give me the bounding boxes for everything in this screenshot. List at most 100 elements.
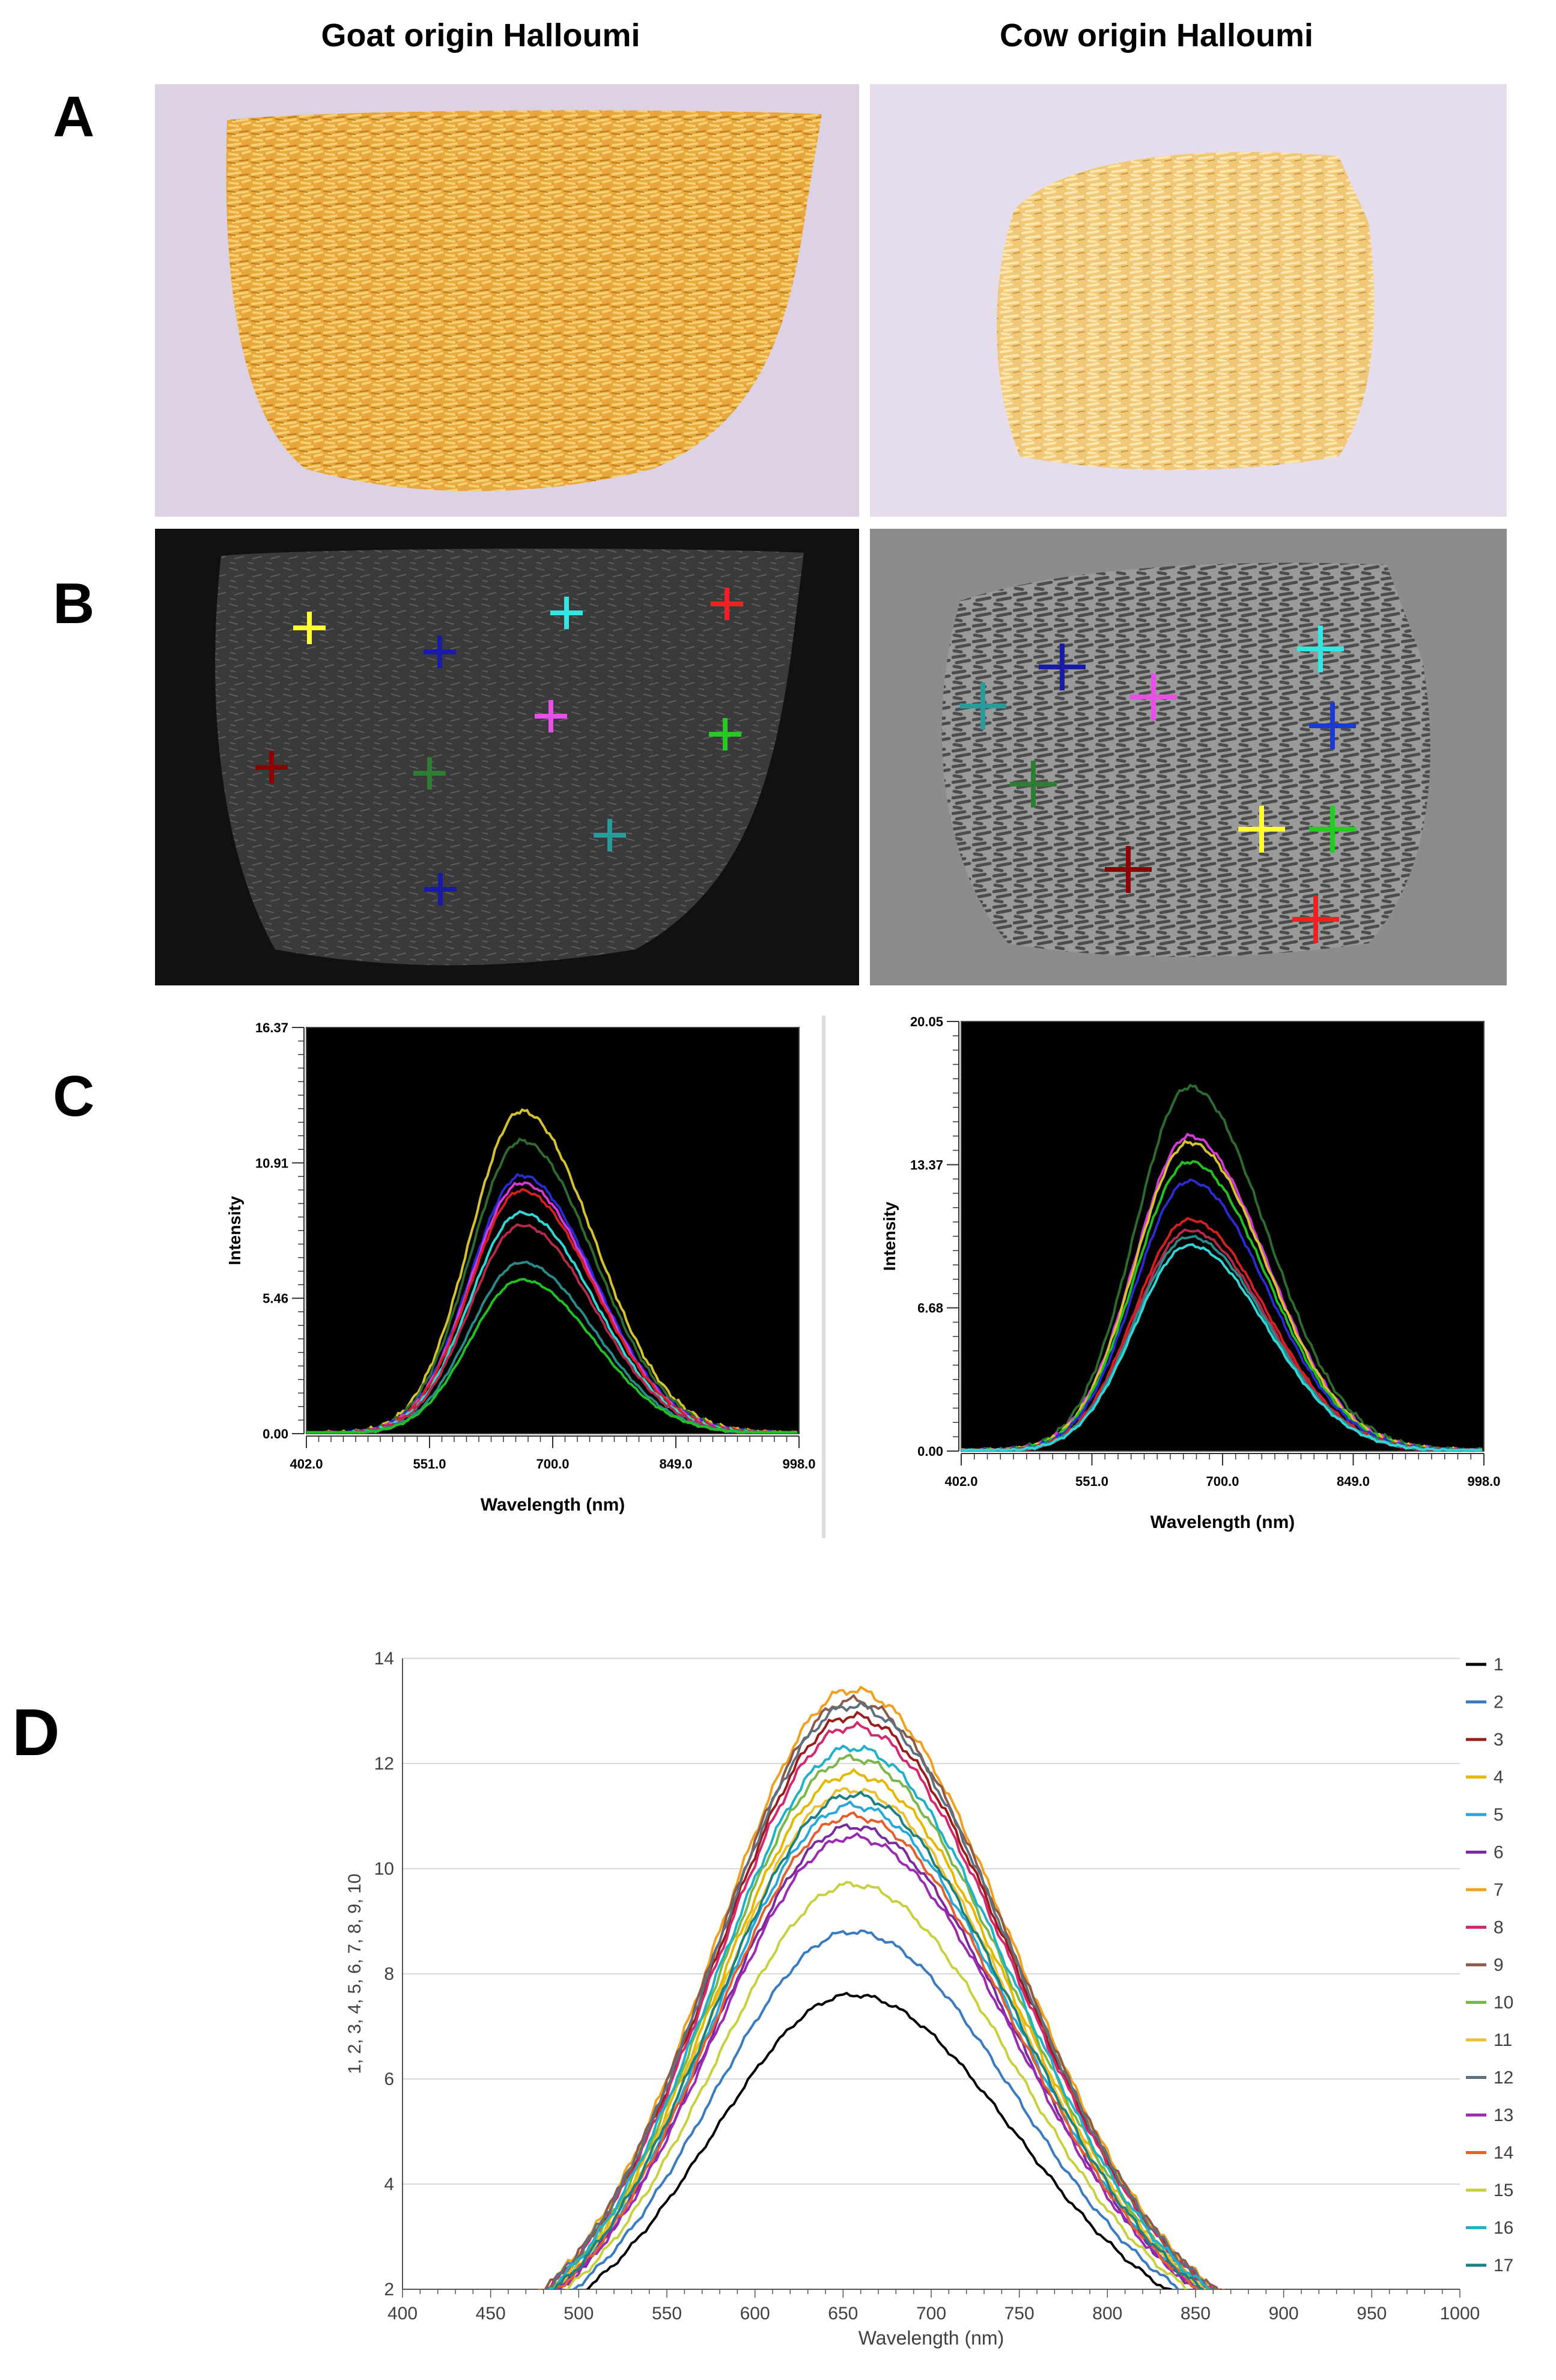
legend-label: 13 xyxy=(1494,2105,1513,2125)
roi-marker xyxy=(424,873,457,905)
x-tick-label: 551.0 xyxy=(1075,1474,1108,1489)
panel-label-a: A xyxy=(53,85,95,149)
x-axis-label: Wavelength (nm) xyxy=(1150,1512,1295,1532)
series-line-2 xyxy=(567,1929,1180,2289)
roi-marker xyxy=(1238,806,1285,853)
roi-marker xyxy=(1105,846,1152,893)
legend-label: 7 xyxy=(1494,1880,1504,1900)
roi-marker xyxy=(424,636,456,668)
series-line-11 xyxy=(556,1787,1208,2289)
roi-marker xyxy=(550,597,583,629)
panel-divider xyxy=(822,1015,825,1538)
series-line-14 xyxy=(553,1811,1207,2289)
legend-label: 17 xyxy=(1494,2256,1513,2275)
roi-marker xyxy=(535,700,567,732)
y-tick-label: 13.37 xyxy=(910,1157,943,1172)
roi-marker xyxy=(711,588,743,620)
series-line-3 xyxy=(547,1711,1221,2289)
x-tick-label: 850 xyxy=(1181,2304,1211,2324)
roi-marker xyxy=(255,751,288,784)
y-tick-label: 2 xyxy=(384,2280,394,2299)
legend-label: 8 xyxy=(1494,1918,1504,1938)
roi-marker xyxy=(1292,896,1339,943)
x-tick-label: 700.0 xyxy=(536,1456,569,1472)
legend-item: 8 xyxy=(1466,1918,1504,1938)
legend-label: 11 xyxy=(1494,2030,1512,2050)
series-line-1 xyxy=(585,1991,1173,2289)
y-tick-label: 10 xyxy=(374,1859,394,1879)
x-tick-label: 402.0 xyxy=(290,1456,323,1472)
cow-halloumi-photo xyxy=(870,84,1507,517)
series-line-16 xyxy=(547,1744,1210,2289)
legend-item: 12 xyxy=(1466,2068,1513,2088)
roi-marker xyxy=(1010,761,1057,808)
legend-item: 17 xyxy=(1466,2256,1513,2275)
roi-marker xyxy=(1039,644,1086,690)
legend-item: 11 xyxy=(1466,2030,1512,2050)
legend-label: 15 xyxy=(1494,2181,1513,2200)
x-tick-label: 849.0 xyxy=(659,1456,692,1472)
legend-item: 6 xyxy=(1466,1843,1504,1863)
legend-label: 3 xyxy=(1494,1730,1504,1750)
x-tick-label: 950 xyxy=(1357,2304,1387,2324)
roi-marker xyxy=(959,683,1006,729)
y-tick-label: 14 xyxy=(374,1649,394,1669)
legend-label: 14 xyxy=(1494,2143,1513,2163)
x-axis-label: Wavelength (nm) xyxy=(481,1495,625,1515)
y-axis-label: Intensity xyxy=(880,1202,899,1271)
roi-marker xyxy=(1130,674,1177,720)
x-tick-label: 550 xyxy=(652,2304,682,2324)
legend-item: 15 xyxy=(1466,2181,1513,2200)
series-line-cyan xyxy=(961,1243,1483,1452)
y-axis-label: Intensity xyxy=(225,1196,244,1265)
legend-label: 2 xyxy=(1494,1693,1504,1712)
plot-area xyxy=(961,1021,1485,1452)
legend-label: 5 xyxy=(1494,1805,1504,1825)
roi-marker xyxy=(413,757,446,790)
x-tick-label: 1000 xyxy=(1440,2304,1480,2324)
legend-label: 1 xyxy=(1494,1655,1504,1675)
legend-item: 9 xyxy=(1466,1955,1504,1975)
panel-label-d: D xyxy=(12,1696,60,1770)
legend-item: 10 xyxy=(1466,1993,1513,2013)
series-line-12 xyxy=(544,1700,1217,2289)
x-tick-label: 402.0 xyxy=(944,1474,977,1489)
legend-label: 6 xyxy=(1494,1843,1504,1863)
y-tick-label: 10.91 xyxy=(255,1155,288,1170)
y-tick-label: 0.00 xyxy=(917,1444,943,1459)
y-tick-label: 4 xyxy=(384,2175,394,2194)
panel-label-b: B xyxy=(53,571,95,636)
legend-item: 14 xyxy=(1466,2143,1513,2163)
legend-label: 4 xyxy=(1494,1768,1504,1788)
series-line-yellow xyxy=(961,1139,1483,1452)
roi-marker xyxy=(1297,625,1344,672)
x-tick-label: 400 xyxy=(387,2304,418,2324)
roi-marker xyxy=(594,819,626,851)
series-line-13 xyxy=(555,1831,1197,2289)
legend-label: 10 xyxy=(1494,1993,1513,2013)
series-line-green xyxy=(306,1277,798,1434)
goat-halloumi-photo xyxy=(155,84,859,517)
goat-column-title: Goat origin Halloumi xyxy=(321,17,640,53)
legend-item: 2 xyxy=(1466,1693,1504,1712)
x-tick-label: 500 xyxy=(564,2304,594,2324)
x-tick-label: 849.0 xyxy=(1337,1474,1370,1489)
cow-column-title: Cow origin Halloumi xyxy=(1000,17,1313,53)
cow-hyperspectral-image xyxy=(870,529,1507,985)
panel-label-c: C xyxy=(53,1064,95,1128)
series-line-15 xyxy=(564,1881,1188,2289)
x-tick-label: 750 xyxy=(1004,2304,1035,2324)
y-tick-label: 16.37 xyxy=(255,1020,288,1035)
roi-marker xyxy=(293,612,326,644)
legend-item: 3 xyxy=(1466,1730,1504,1750)
roi-marker xyxy=(1309,806,1356,853)
series-line-7 xyxy=(537,1685,1225,2289)
series-line-darkred xyxy=(306,1223,798,1434)
legend-label: 16 xyxy=(1494,2218,1513,2238)
series-line-17 xyxy=(553,1790,1205,2289)
legend-item: 16 xyxy=(1466,2218,1513,2238)
y-tick-label: 8 xyxy=(384,1964,394,1984)
roi-marker xyxy=(709,718,741,750)
series-line-9 xyxy=(544,1694,1219,2289)
mean-spectra-chart: 2 4 6 8 10 12 14 400 450 500 550 600 650 700 750 800 850… xyxy=(336,1628,1544,2373)
